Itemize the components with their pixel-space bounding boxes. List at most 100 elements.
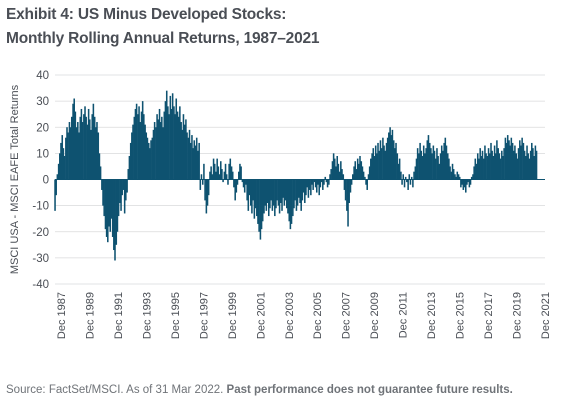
bar [156, 114, 158, 180]
bar [470, 176, 473, 180]
chart-title-line-1: Exhibit 4: US Minus Developed Stocks: [6, 6, 287, 23]
bar [260, 179, 263, 230]
bar [374, 145, 377, 180]
bar [141, 101, 144, 180]
bar [54, 179, 56, 211]
bar [307, 179, 310, 198]
bar [215, 171, 217, 180]
bar [490, 142, 492, 180]
bar [496, 140, 498, 180]
bar [101, 179, 103, 190]
bar [535, 150, 538, 180]
bar [225, 174, 228, 180]
bar [383, 145, 385, 180]
bar [334, 158, 336, 180]
bar [235, 179, 238, 193]
x-tick-label: Dec 1995 [170, 292, 182, 339]
bar [329, 174, 331, 180]
bar [185, 119, 187, 180]
bar [210, 166, 212, 180]
bar [176, 111, 179, 180]
bar [195, 137, 198, 180]
bar [271, 179, 274, 211]
bar [324, 176, 327, 180]
bar [452, 169, 455, 180]
bar [87, 108, 90, 180]
bar [267, 179, 270, 217]
bar [368, 166, 371, 180]
bar [420, 150, 423, 180]
bar [162, 127, 164, 180]
bar [396, 153, 399, 180]
bar [180, 122, 182, 180]
bar [79, 116, 82, 180]
bar [330, 169, 332, 180]
bar [109, 179, 112, 232]
bar [398, 158, 401, 180]
x-tick-label: Dec 1997 [198, 292, 210, 339]
bar [400, 171, 402, 180]
bar [390, 135, 393, 180]
bar [63, 155, 66, 180]
bar [193, 140, 196, 180]
bar [528, 158, 531, 180]
bar [204, 179, 206, 201]
bar [320, 179, 323, 183]
x-tick-label: Dec 2021 [540, 292, 552, 339]
bar [529, 150, 532, 180]
bar [170, 108, 173, 180]
bar [238, 171, 240, 180]
bar [294, 179, 296, 201]
bar [201, 179, 204, 185]
bar [174, 114, 176, 180]
y-tick-label: -40 [32, 279, 49, 291]
bar [524, 155, 527, 180]
bar [346, 179, 348, 211]
bars [54, 90, 538, 261]
bar [233, 179, 235, 188]
bar [437, 155, 439, 180]
bar [439, 153, 442, 180]
bar [221, 169, 223, 180]
bar [207, 179, 210, 196]
y-tick-label: -30 [32, 253, 49, 265]
bar [263, 179, 265, 214]
bar [412, 179, 414, 188]
bar [239, 163, 241, 180]
bar [290, 179, 293, 224]
bar [438, 163, 441, 180]
bar [353, 166, 355, 180]
bar [340, 161, 342, 180]
bar [277, 179, 280, 206]
bar [116, 179, 119, 232]
bar [145, 132, 148, 180]
bar [448, 158, 450, 180]
bar [474, 158, 477, 180]
bar [431, 153, 433, 180]
bar [455, 176, 457, 180]
bar [428, 142, 431, 180]
bar [216, 158, 218, 180]
bar [352, 174, 354, 180]
bar [134, 108, 137, 180]
bar [306, 179, 309, 188]
bar [181, 129, 184, 180]
bar [229, 158, 232, 180]
bar [265, 179, 268, 211]
bar [497, 148, 499, 180]
bar [218, 174, 221, 180]
bar [143, 114, 145, 180]
bar [476, 153, 479, 180]
bar [59, 153, 61, 180]
bar [493, 145, 496, 180]
bar [289, 179, 292, 230]
bar [284, 179, 287, 201]
bar [179, 106, 181, 180]
bar [382, 137, 384, 180]
bar [301, 179, 304, 201]
bar [287, 179, 289, 214]
bar [269, 179, 271, 209]
bar [527, 153, 529, 180]
bar [275, 179, 277, 209]
